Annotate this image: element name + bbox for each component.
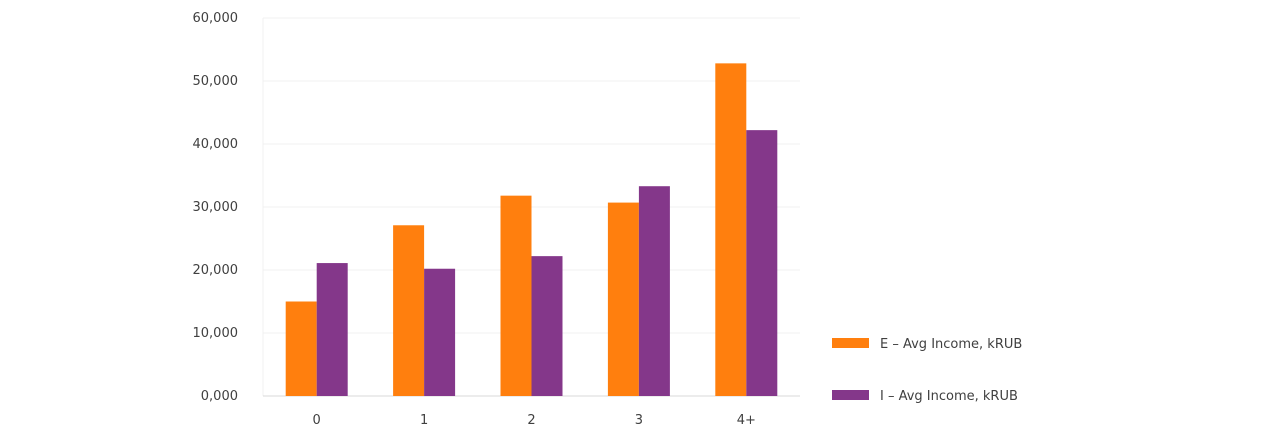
- y-axis: 0,000 10,000 20,000 30,000 40,000 50,000 60,00…: [193, 11, 264, 404]
- bar-series-0-cat-3: [607, 202, 639, 396]
- y-tick-label: 20,000: [193, 263, 239, 278]
- bar-series-0-cat-2: [500, 195, 532, 396]
- x-tick-label: 2: [527, 413, 535, 428]
- bar-series-1-cat-0: [316, 263, 348, 396]
- bars: [285, 63, 778, 397]
- bar-series-0-cat-4: [715, 63, 747, 397]
- bar-series-0-cat-0: [285, 301, 317, 396]
- legend: E – Avg Income, kRUB I – Avg Income, kRUB: [832, 337, 1022, 404]
- y-tick-label: 40,000: [193, 137, 239, 152]
- bar-series-0-cat-1: [393, 225, 425, 396]
- bar-series-1-cat-2: [531, 256, 563, 396]
- y-tick-label: 60,000: [193, 11, 239, 26]
- legend-label: I – Avg Income, kRUB: [880, 389, 1018, 404]
- x-tick-label: 0: [313, 413, 321, 428]
- y-tick-label: 50,000: [193, 74, 239, 89]
- bar-series-1-cat-4: [746, 130, 778, 396]
- x-tick-label: 4+: [737, 413, 756, 428]
- y-tick-label: 30,000: [193, 200, 239, 215]
- bar-series-1-cat-1: [424, 268, 456, 396]
- legend-label: E – Avg Income, kRUB: [880, 337, 1022, 352]
- x-tick-label: 3: [635, 413, 643, 428]
- y-tick-label: 0,000: [201, 389, 238, 404]
- x-axis: 0 1 2 3 4+: [263, 395, 800, 428]
- y-tick-label: 10,000: [193, 326, 239, 341]
- bar-series-1-cat-3: [638, 186, 670, 396]
- legend-swatch: [832, 338, 869, 348]
- legend-swatch: [832, 390, 869, 400]
- x-tick-label: 1: [420, 413, 428, 428]
